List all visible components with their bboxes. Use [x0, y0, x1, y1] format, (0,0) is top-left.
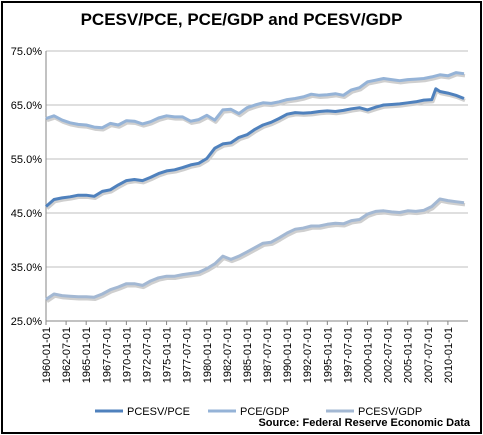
- x-tick-label: 1977-07-01: [182, 327, 194, 383]
- y-tick-label: 25.0%: [11, 316, 42, 328]
- x-tick-label: 1992-07-01: [302, 327, 314, 383]
- x-tick-label: 1962-07-01: [61, 327, 73, 383]
- series-line-pcesv-gdp: [45, 197, 465, 301]
- x-tick-label: 2007-07-01: [423, 327, 435, 383]
- x-tick-label: 1975-01-01: [162, 327, 174, 383]
- x-tick-label: 2002-07-01: [383, 327, 395, 383]
- y-tick-label: 35.0%: [11, 262, 42, 274]
- x-tick-label: 1972-07-01: [141, 327, 153, 383]
- x-tick-label: 1995-01-01: [322, 327, 334, 383]
- x-tick-label: 1980-01-01: [202, 327, 214, 383]
- y-tick-label: 55.0%: [11, 154, 42, 166]
- gridlines: [46, 50, 468, 322]
- y-tick-label: 65.0%: [11, 100, 42, 112]
- axes: [45, 51, 468, 322]
- x-tick-label: 1960-01-01: [41, 327, 53, 383]
- x-tick-label: 1967-07-01: [101, 327, 113, 383]
- series-shadow: [45, 89, 466, 210]
- source-note: Source: Federal Reserve Economic Data: [258, 417, 470, 429]
- y-tick-label: 45.0%: [11, 208, 42, 220]
- x-tick-label: 2010-01-01: [443, 327, 455, 383]
- x-tick-label: 1985-01-01: [242, 327, 254, 383]
- x-tick-label: 1997-07-01: [342, 327, 354, 383]
- legend-label: PCESV/GDP: [358, 406, 422, 418]
- y-axis-ticks: 25.0% 35.0% 45.0% 55.0% 65.0% 75.0%: [11, 46, 42, 328]
- x-axis-ticks: 1960-01-01 1962-07-01 1965-01-01 1967-07-01…: [41, 321, 455, 383]
- x-tick-label: 1965-01-01: [81, 327, 93, 383]
- series-line-pce-gdp: [45, 71, 465, 130]
- x-tick-label: 1987-07-01: [262, 327, 274, 383]
- legend-label: PCESV/PCE: [127, 406, 190, 418]
- chart-title: PCESV/PCE, PCE/GDP and PCESV/GDP: [80, 10, 403, 29]
- x-tick-label: 1970-01-01: [121, 327, 133, 383]
- y-tick-label: 75.0%: [11, 46, 42, 58]
- x-tick-label: 2000-01-01: [363, 327, 375, 383]
- series-layer: [45, 71, 466, 303]
- legend: PCESV/PCE PCE/GDP PCESV/GDP: [95, 406, 422, 418]
- series-line-pcesv-pce: [45, 87, 465, 208]
- legend-label: PCE/GDP: [240, 406, 290, 418]
- series-shadow: [46, 199, 466, 303]
- x-tick-label: 1982-07-01: [222, 327, 234, 383]
- x-tick-label: 1990-01-01: [282, 327, 294, 383]
- x-tick-label: 2005-01-01: [403, 327, 415, 383]
- series-shadow: [46, 72, 466, 132]
